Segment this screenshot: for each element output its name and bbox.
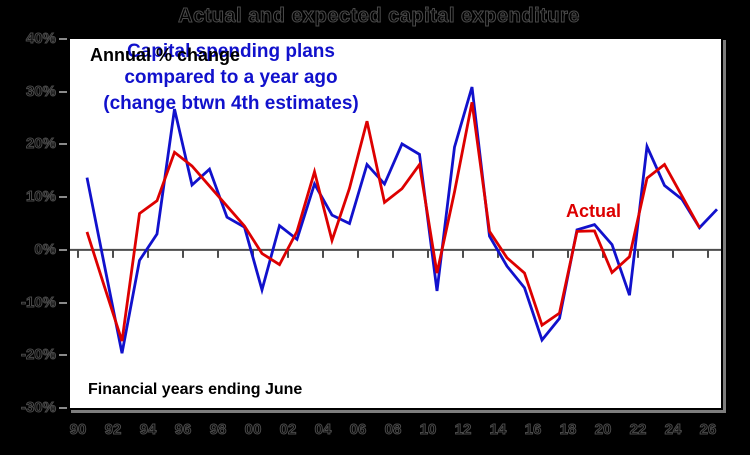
- x-axis-label: 08: [384, 421, 402, 439]
- y-axis-label: 0%: [34, 240, 57, 258]
- chart-canvas: [70, 86, 721, 354]
- x-axis-label: 98: [209, 421, 227, 439]
- y-axis-tick: [59, 354, 67, 357]
- x-axis-label: 96: [174, 421, 192, 439]
- plans-label-line3: (change btwn 4th estimates): [103, 93, 359, 114]
- y-axis-label: -20%: [20, 346, 56, 364]
- y-axis-tick: [59, 143, 67, 146]
- y-axis-tick: [59, 301, 67, 304]
- plans-label-line2: compared to a year ago: [124, 67, 338, 88]
- x-axis-label: 04: [314, 421, 332, 439]
- x-axis-label: 94: [139, 421, 157, 439]
- y-axis-tick: [59, 90, 67, 93]
- x-axis-label: 16: [524, 421, 542, 439]
- x-axis-label: 24: [664, 421, 682, 439]
- actual-series-label: Actual: [566, 201, 622, 221]
- plot-area: Annual % change Financial years ending J…: [68, 37, 723, 410]
- plans-label-line1: Capital spending plans: [127, 41, 335, 62]
- x-axis-label: 22: [629, 421, 647, 439]
- y-axis-label: 40%: [25, 30, 56, 48]
- y-axis-label: -10%: [20, 293, 56, 311]
- plans-series-label: Capital spending plans compared to a yea…: [70, 39, 392, 117]
- y-axis-label: -30%: [20, 399, 56, 417]
- x-axis-label: 18: [559, 421, 577, 439]
- y-axis-label: 20%: [25, 135, 56, 153]
- x-axis-label: 92: [104, 421, 122, 439]
- x-axis-label: 06: [349, 421, 367, 439]
- x-axis-label: 90: [69, 421, 87, 439]
- y-axis-tick: [59, 248, 67, 251]
- x-axis-label: 14: [489, 421, 507, 439]
- x-axis-label: 02: [279, 421, 297, 439]
- x-axis-label: 00: [244, 421, 262, 439]
- y-axis-tick: [59, 38, 67, 40]
- x-axis-label: 26: [699, 421, 717, 439]
- y-axis-label: 30%: [25, 82, 56, 100]
- x-axis-label: 12: [454, 421, 472, 439]
- actual-capex-line: [85, 102, 701, 342]
- x-axis-label: 20: [594, 421, 612, 439]
- expected-capex-line: [85, 86, 719, 354]
- y-axis-label: 10%: [25, 188, 56, 206]
- chart-title: Actual and expected capital expenditure: [178, 5, 580, 28]
- y-axis-tick: [59, 407, 67, 409]
- annual-change-label: Annual % change: [90, 45, 241, 65]
- financial-years-label: Financial years ending June: [88, 381, 303, 398]
- y-axis-tick: [59, 196, 67, 199]
- x-axis-label: 10: [419, 421, 437, 439]
